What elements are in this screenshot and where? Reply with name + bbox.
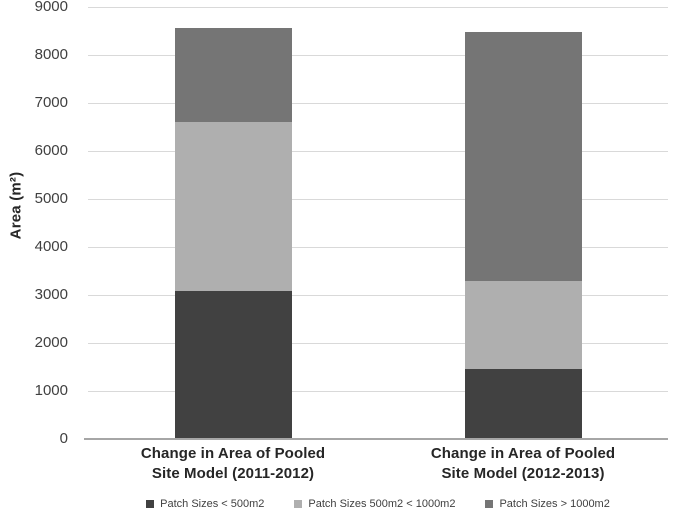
x-axis-line [84, 438, 668, 440]
y-tick-label: 1000 [34, 382, 68, 399]
bar-segment [465, 368, 582, 438]
x-category-label: Change in Area of Pooled Site Model (201… [140, 445, 326, 482]
stacked-bar [175, 28, 292, 438]
y-tick-label: 9000 [34, 0, 68, 15]
legend-item: Patch Sizes > 1000m2 [485, 498, 610, 510]
stacked-bar [465, 31, 582, 438]
y-tick-label: 4000 [34, 238, 68, 255]
legend-swatch [294, 500, 303, 508]
gridline [88, 151, 668, 152]
gridline [88, 199, 668, 200]
bar-segment [175, 291, 292, 438]
legend-swatch [146, 500, 155, 508]
legend-label: Patch Sizes < 500m2 [160, 498, 265, 510]
bar-segment [465, 31, 582, 281]
legend-item: Patch Sizes < 500m2 [146, 498, 264, 510]
y-tick-label: 8000 [34, 46, 68, 63]
gridline [88, 7, 668, 8]
gridline [88, 247, 668, 248]
legend-item: Patch Sizes 500m2 < 1000m2 [294, 498, 455, 510]
y-tick-label: 0 [59, 430, 68, 447]
gridline [88, 103, 668, 104]
legend-label: Patch Sizes 500m2 < 1000m2 [308, 498, 456, 510]
bar-segment [465, 280, 582, 369]
y-tick-label: 2000 [34, 334, 68, 351]
bar-segment [175, 28, 292, 123]
gridline [88, 391, 668, 392]
gridline [88, 55, 668, 56]
legend-label: Patch Sizes > 1000m2 [499, 498, 610, 510]
gridline [88, 343, 668, 344]
y-tick-label: 6000 [34, 142, 68, 159]
y-tick-label: 3000 [34, 286, 68, 303]
gridline [88, 295, 668, 296]
y-axis-ticks: 0 1000 2000 3000 4000 5000 6000 7000 8000 9000 [0, 0, 78, 447]
legend-swatch [485, 500, 494, 508]
bar-segment [175, 122, 292, 292]
y-tick-label: 5000 [34, 190, 68, 207]
x-category-label: Change in Area of Pooled Site Model (201… [430, 445, 616, 482]
y-tick-label: 7000 [34, 94, 68, 111]
plot-area [84, 7, 668, 440]
x-axis-labels: Change in Area of Pooled Site Model (201… [88, 444, 668, 490]
legend: Patch Sizes < 500m2 Patch Sizes 500m2 < 1… [88, 494, 668, 514]
